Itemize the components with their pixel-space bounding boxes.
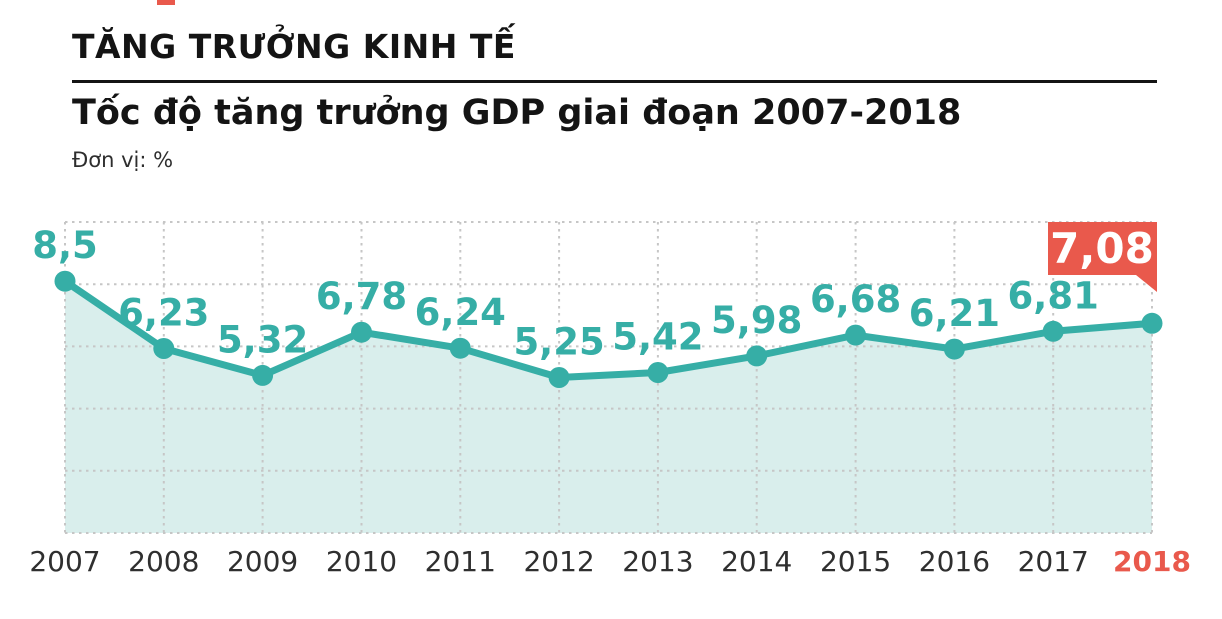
- data-point: [54, 270, 76, 292]
- value-label: 5,98: [711, 299, 802, 342]
- x-axis-label: 2018: [1113, 545, 1191, 578]
- value-label: 6,78: [316, 275, 407, 318]
- data-point: [943, 338, 965, 360]
- value-label: 6,21: [909, 292, 1000, 335]
- value-label: 6,81: [1008, 274, 1099, 317]
- data-point: [153, 338, 175, 359]
- x-axis-label: 2016: [919, 545, 990, 578]
- x-axis-label: 2009: [227, 545, 298, 578]
- title-underline: [72, 80, 1157, 83]
- callout-tail: [1136, 275, 1157, 292]
- value-label: 6,24: [415, 291, 506, 334]
- x-axis-label: 2017: [1018, 545, 1089, 578]
- x-axis-label: 2008: [128, 545, 199, 578]
- gdp-line-chart-svg: 8,5 6,235,326,78 6,245,25 5,42 5,98 6,68 6,21 6…: [29, 221, 1191, 578]
- data-point: [1042, 320, 1064, 342]
- highlight-callout: 7,08: [1048, 222, 1157, 292]
- value-label: 6,23: [118, 292, 209, 335]
- data-point: [351, 321, 372, 343]
- callout-box: [1048, 222, 1157, 275]
- value-label: 5,25: [513, 321, 604, 364]
- data-point: [746, 345, 768, 367]
- data-point: [845, 324, 867, 346]
- red-top-mark: [157, 0, 175, 5]
- data-point: [647, 362, 669, 383]
- x-axis-label: 2013: [622, 545, 693, 578]
- data-point: [548, 367, 570, 388]
- value-label: 5,42: [612, 316, 703, 359]
- callout-label: 7,08: [1050, 224, 1154, 273]
- data-point: [252, 364, 274, 386]
- data-point: [1141, 312, 1163, 334]
- unit-label: Đơn vị: %: [72, 148, 174, 172]
- trend-line: [61, 277, 1156, 381]
- section-title: TĂNG TRƯỞNG KINH TẾ: [72, 27, 516, 66]
- x-axis-label: 2014: [721, 545, 792, 578]
- x-axis-label: 2007: [29, 545, 100, 578]
- gdp-line-chart: 8,5 6,23 5,32 6,78 6,24 5,25 5,42 5,98 6,68 6,21 6…: [0, 200, 1222, 600]
- value-label: 8,5: [32, 224, 98, 267]
- chart-title: Tốc độ tăng trưởng GDP giai đoạn 2007-20…: [72, 93, 962, 133]
- value-label: 5,32: [217, 318, 308, 361]
- value-label: 6,68: [810, 278, 901, 321]
- data-point: [449, 337, 471, 359]
- x-axis-label: 2015: [820, 545, 891, 578]
- x-axis-label: 2011: [425, 545, 496, 578]
- x-axis-label: 2012: [523, 545, 594, 578]
- x-axis-label: 2010: [326, 545, 397, 578]
